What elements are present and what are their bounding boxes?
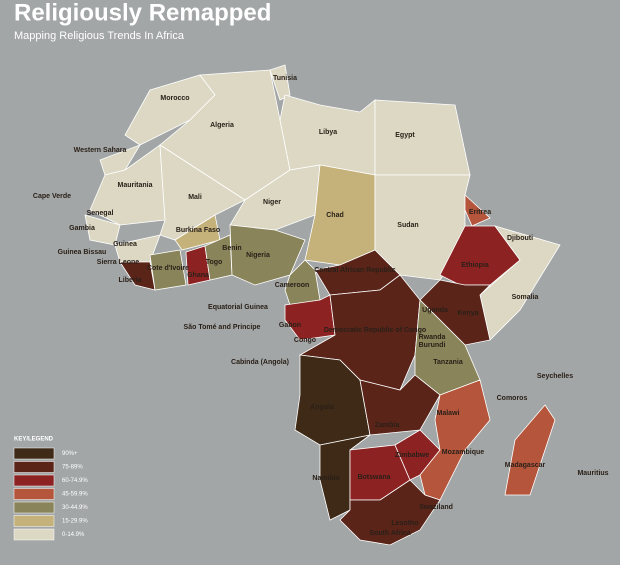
legend-swatch (13, 461, 55, 473)
place-label: São Tomé and Principe (184, 324, 261, 331)
country-label: Nigeria (246, 252, 270, 259)
country-label: Senegal (87, 210, 114, 217)
country-label: Burkina Faso (176, 227, 220, 234)
country (504, 404, 556, 496)
country-label: Western Sahara (74, 147, 127, 154)
legend-swatch (13, 447, 55, 460)
place-label: Togo (206, 259, 223, 266)
country-label: Mozambique (442, 449, 484, 456)
place-label: Malawi (437, 410, 460, 417)
country-label: Tunisia (273, 75, 297, 82)
country-label: Mali (188, 194, 202, 201)
place-label: Mauritius (577, 470, 608, 477)
country-label: Gabon (279, 322, 301, 329)
country-label: Zimbabwe (395, 452, 429, 459)
country (339, 479, 441, 546)
legend-swatch (13, 528, 55, 541)
country-label: Central African Republic (314, 267, 396, 274)
place-label: Liberia (119, 277, 142, 284)
country-label: Tanzania (433, 359, 463, 366)
place-label: Burundi (419, 342, 446, 349)
country (149, 249, 187, 291)
country-label: Libya (319, 129, 337, 136)
country-label: Democratic Republic of Congo (324, 327, 426, 334)
country-label: Guinea (113, 241, 137, 248)
country-label: Sierra Leone (97, 259, 140, 266)
country-label: Somalia (512, 294, 539, 301)
place-label: Cape Verde (33, 193, 71, 200)
country (269, 64, 291, 101)
country-label: Madagascar (505, 462, 546, 469)
country-label: Ghana (187, 272, 209, 279)
country-label: Algeria (210, 122, 234, 129)
country-label: Niger (263, 199, 281, 206)
place-label: Rwanda (419, 334, 446, 341)
legend-label: 75-89% (62, 465, 83, 471)
place-label: Congo (294, 337, 316, 344)
place-label: Lesotho (391, 520, 418, 527)
subtitle: Mapping Religious Trends In Africa (14, 30, 185, 42)
country (374, 99, 471, 176)
country-label: Kenya (457, 310, 478, 317)
place-label: Guinea Bissau (58, 249, 107, 256)
country-label: Eritrea (469, 209, 491, 216)
place-label: Cabinda (Angola) (231, 359, 289, 366)
place-label: Seychelles (537, 373, 573, 380)
country-label: Benin (222, 245, 241, 252)
place-label: Comoros (497, 395, 528, 402)
legend-swatch (13, 501, 55, 514)
country-label: Morocco (160, 95, 189, 102)
place-label: Djibouti (507, 235, 533, 242)
country-label: Botswana (357, 474, 390, 481)
legend-label: 60-74.9% (62, 478, 88, 484)
country-label: Mauritania (117, 182, 152, 189)
legend-label: 30-44.9% (62, 505, 88, 511)
country-label: Sudan (397, 222, 418, 229)
country-label: Angola (310, 404, 334, 411)
country-label: Ethiopia (461, 262, 489, 269)
country-label: Namibia (312, 475, 339, 482)
legend-label: 90%+ (62, 451, 78, 457)
legend-swatch (13, 515, 55, 527)
country-label: Cameroon (275, 282, 310, 289)
place-label: Uganda (422, 307, 448, 314)
legend-label: 0-14.9% (62, 532, 85, 538)
country-label: Egypt (395, 132, 415, 139)
country-label: Chad (326, 212, 344, 219)
legend-label: 15-29.9% (62, 519, 88, 525)
title: Religiously Remapped (14, 0, 271, 26)
legend-label: 45-59.9% (62, 492, 88, 498)
country-label: Cote d'Ivoire (147, 265, 189, 272)
place-label: Equatorial Guinea (208, 304, 268, 311)
place-label: Gambia (69, 225, 95, 232)
place-label: Swaziland (419, 504, 453, 511)
legend-title: KEY/LEGEND (14, 437, 54, 443)
country-label: South Africa (369, 530, 410, 537)
legend-swatch (13, 488, 55, 500)
country-label: Zambia (375, 422, 400, 429)
legend-swatch (13, 474, 55, 487)
